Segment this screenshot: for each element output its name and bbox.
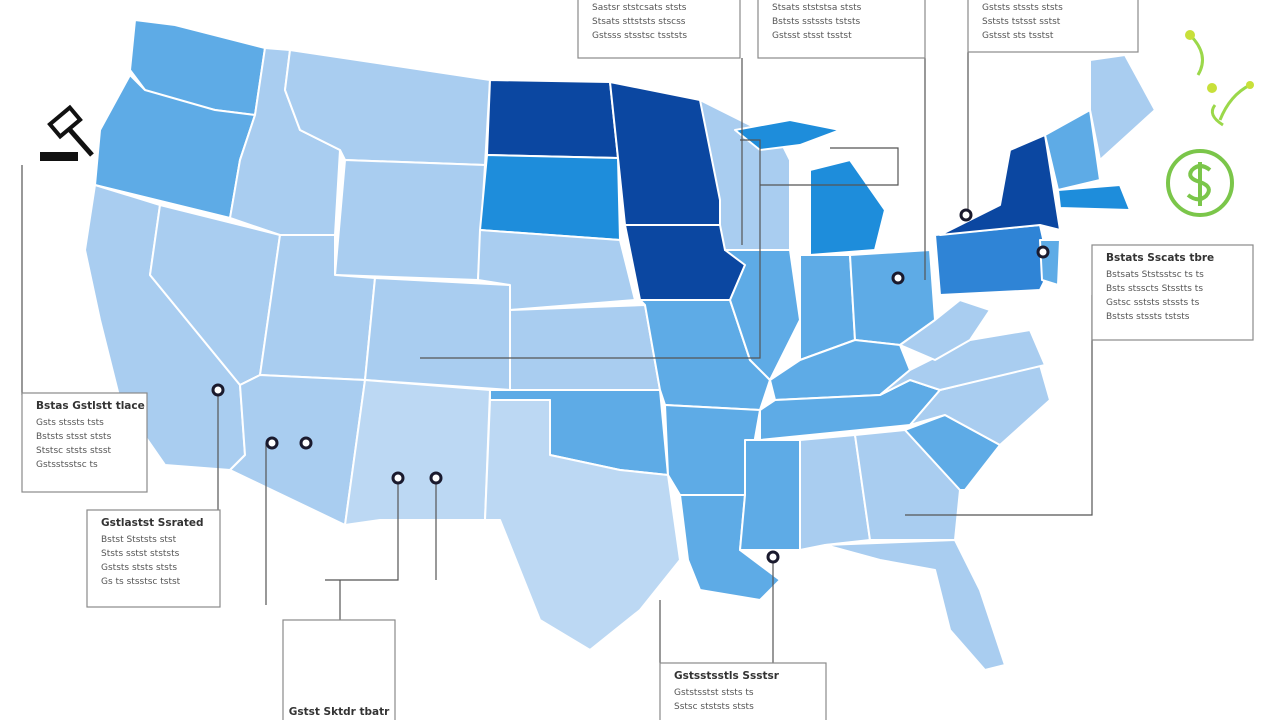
marker: [766, 550, 780, 564]
callout-line: Sststs tstsst sstst: [982, 17, 1061, 27]
callout-box: [1091, 244, 1254, 341]
state: [1057, 184, 1131, 211]
callout-line: Sstsc stststs ststs: [674, 702, 754, 712]
marker: [891, 271, 905, 285]
state: [364, 277, 511, 391]
state: [344, 379, 491, 526]
state: [739, 439, 801, 551]
state: [229, 374, 366, 526]
marker: [429, 471, 443, 485]
marker: [299, 436, 313, 450]
callout-line: Stsats stststsa ststs: [772, 3, 862, 13]
marker: [391, 471, 405, 485]
callout-line: Gststsstst ststs ts: [674, 688, 754, 698]
leader-lines: [21, 52, 1093, 663]
callout: Gstst Sktdr tbatr: [282, 619, 396, 720]
callout-line: Gsts stssts tsts: [36, 418, 104, 428]
callout-line: Gstsst sts tsstst: [982, 31, 1054, 41]
callout-box: [282, 619, 396, 720]
callout-line: Sastsr ststcsats ststs: [592, 3, 687, 13]
callout-line: Gststs ststs ststs: [101, 563, 177, 573]
state: [934, 224, 1051, 296]
callout: Stsats stststsa ststs Bststs sstssts tsts…: [757, 0, 926, 59]
callout-box: [577, 0, 741, 59]
marker: [211, 383, 225, 397]
callout-box: [757, 0, 926, 59]
callout-line: Ststs sstst stststs: [101, 549, 180, 559]
callout-line: Bstst Stststs stst: [101, 535, 177, 545]
callout-line: Bstsats Ststsstsc ts ts: [1106, 270, 1204, 280]
callout-line: Gststs stssts ststs: [982, 3, 1063, 13]
state: [484, 399, 681, 651]
callout: Sastsr ststcsats ststs Stsats sttststs st…: [577, 0, 741, 59]
markers: [211, 208, 1050, 564]
state: [824, 539, 1006, 671]
state: [509, 304, 661, 391]
callout-box: [659, 662, 827, 720]
callout-line: Bststs stsst ststs: [36, 432, 112, 442]
callout-title: Bstats Sscats tbre: [1106, 252, 1214, 264]
callout: Bstats Sscats tbre Bstsats Ststsstsc ts t…: [1091, 244, 1254, 341]
state: [799, 434, 871, 551]
marker: [1036, 245, 1050, 259]
callout-line: Stsats sttststs stscss: [592, 17, 686, 27]
callout-line: Bststs sstssts tststs: [772, 17, 860, 27]
callout: Gststs stssts ststs Sststs tstsst sstst Gs…: [967, 0, 1139, 53]
state: [1044, 109, 1101, 191]
gavel-icon: [40, 104, 94, 161]
state: [899, 299, 991, 361]
callout: Gstsstsstls Ssstsr Gststsstst ststs ts Sst…: [659, 662, 827, 720]
callout-box: [21, 392, 148, 493]
callout-box: [86, 509, 221, 608]
callout-title: Gstsstsstls Ssstsr: [674, 670, 780, 682]
callout: Bstas Gstlstt tlace Gsts stssts tsts Bstst…: [21, 392, 148, 493]
callout-title: Gstlastst Ssrated: [101, 517, 204, 529]
callout-box: [967, 0, 1139, 53]
callouts: Sastsr ststcsats ststs Stsats sttststs st…: [21, 0, 1254, 720]
state: [809, 159, 886, 256]
state: [939, 134, 1061, 236]
state: [334, 159, 486, 281]
marker: [265, 436, 279, 450]
callout: Gstlastst Ssrated Bstst Stststs stst Ststs…: [86, 509, 221, 608]
state: [724, 249, 801, 381]
us-map: [84, 19, 1156, 671]
state: [879, 329, 1046, 396]
callout-line: Gstsss stsstsc tsststs: [592, 31, 687, 41]
state: [479, 154, 621, 241]
state: [486, 79, 619, 159]
callout-line: Gstsst stsst tsstst: [772, 31, 852, 41]
marker: [959, 208, 973, 222]
callout-title: Gstst Sktdr tbatr: [289, 706, 390, 718]
callout-line: Gs ts stsstsc tstst: [101, 577, 181, 587]
callout-line: Gstsstsstsc ts: [36, 460, 98, 470]
callout-line: Bsts stsscts Stsstts ts: [1106, 284, 1203, 294]
money-icon: [1166, 30, 1254, 217]
callout-line: Gstsc sststs stssts ts: [1106, 298, 1200, 308]
state: [1089, 54, 1156, 161]
callout-line: Bststs stssts tststs: [1106, 312, 1190, 322]
callout-title: Bstas Gstlstt tlace: [36, 400, 145, 412]
state: [734, 119, 841, 151]
callout-line: Ststsc ststs stsst: [36, 446, 112, 456]
